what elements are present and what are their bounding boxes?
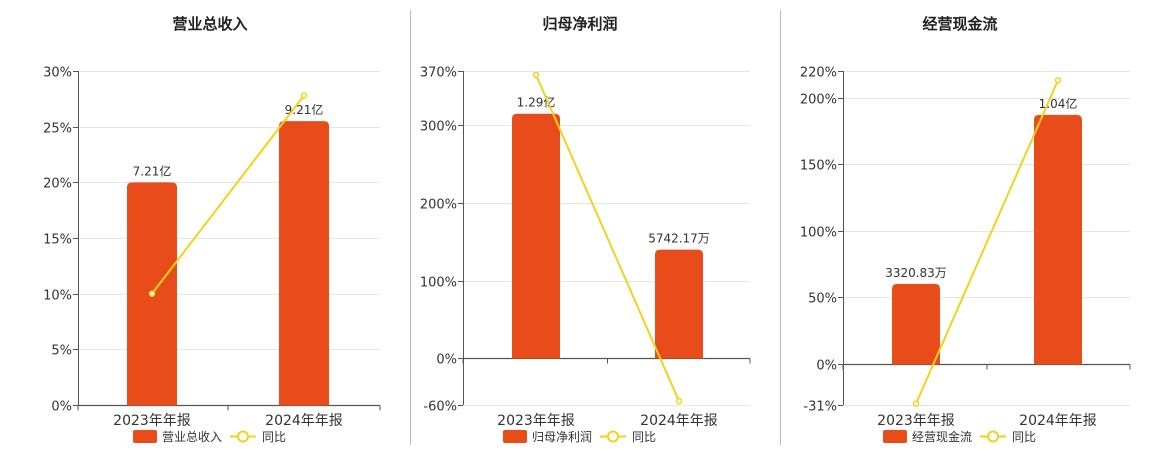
y-tick-label: 0% [51,400,72,415]
bar-1 [512,113,560,359]
bar-2 [1034,114,1082,365]
y-tick-label: 0% [436,353,457,368]
bar-1 [892,283,940,365]
y-tick-label: -60% [423,400,457,415]
legend-line-marker [607,430,619,443]
legend-bar-swatch [133,430,157,443]
x-tick-label: 2023年年报 [877,413,955,429]
y-tick-label: 50% [808,292,837,307]
x-tick-label: 2024年年报 [1019,413,1097,429]
legend-bar-label: 营业总收入 [162,430,222,444]
yoy-line [915,79,1059,405]
bar-data-label: 3320.83万 [885,266,947,280]
bar-2 [655,249,703,359]
chart-title: 归母净利润 [542,15,617,33]
legend-bar-swatch [883,430,907,443]
yoy-line [535,74,680,402]
bar-2 [279,121,329,406]
bar-data-label: 1.04亿 [1039,96,1078,111]
y-tick-label: 100% [420,276,457,291]
chart-panel-1: 营业总收入 30% 25% 20% 15% 10% 5% 0% 7.21亿 2023年年报 9.21… [43,15,381,444]
bar-data-label: 7.21亿 [133,163,172,178]
y-tick-label: -31% [803,400,837,415]
y-tick-label: 200% [800,93,837,108]
chart-title: 营业总收入 [172,15,247,33]
bar-data-label: 5742.17万 [648,232,710,246]
legend-line-marker [237,430,249,443]
chart-title: 经营现金流 [922,15,997,33]
y-tick-label: 5% [51,344,72,359]
y-tick-label: 15% [43,233,72,248]
legend-line-label: 同比 [1012,430,1036,444]
x-tick-label: 2024年年报 [265,413,343,429]
legend-bar-label: 归母净利润 [532,430,592,444]
legend-line-label: 同比 [632,430,656,444]
legend-bar-swatch [503,430,527,443]
y-tick-label: 30% [43,66,72,81]
yoy-line [151,94,305,295]
bar-data-label: 9.21亿 [285,102,324,117]
legend-line-label: 同比 [262,430,286,444]
chart-panel-2: 归母净利润370%300%200%100%0%-60%1.29亿2023年年报5… [420,15,751,444]
y-tick-label: 370% [420,66,457,81]
legend-line-marker [987,430,999,443]
x-tick-label: 2024年年报 [640,413,718,429]
chart-panel-3: 经营现金流 220% 200% 150% 100% 50% 0% -31% 3320.83万 20… [800,15,1131,444]
x-tick-label: 2023年年报 [113,413,191,429]
y-tick-label: 20% [43,177,72,192]
y-tick-label: 300% [420,120,457,135]
yoy-point-1 [912,400,920,407]
y-tick-label: 100% [800,226,837,241]
x-tick-label: 2023年年报 [497,413,575,429]
y-tick-label: 25% [43,122,72,137]
yoy-point-1 [532,71,540,79]
yoy-point-2 [675,397,683,405]
y-tick-label: 10% [43,289,72,304]
yoy-point-2 [1054,77,1062,84]
yoy-point-1 [148,290,156,297]
y-tick-label: 150% [800,159,837,174]
y-tick-label: 220% [800,66,837,81]
y-tick-label: 0% [816,359,837,374]
yoy-point-2 [300,92,308,99]
y-tick-label: 200% [420,198,457,213]
legend-bar-label: 经营现金流 [912,429,972,444]
